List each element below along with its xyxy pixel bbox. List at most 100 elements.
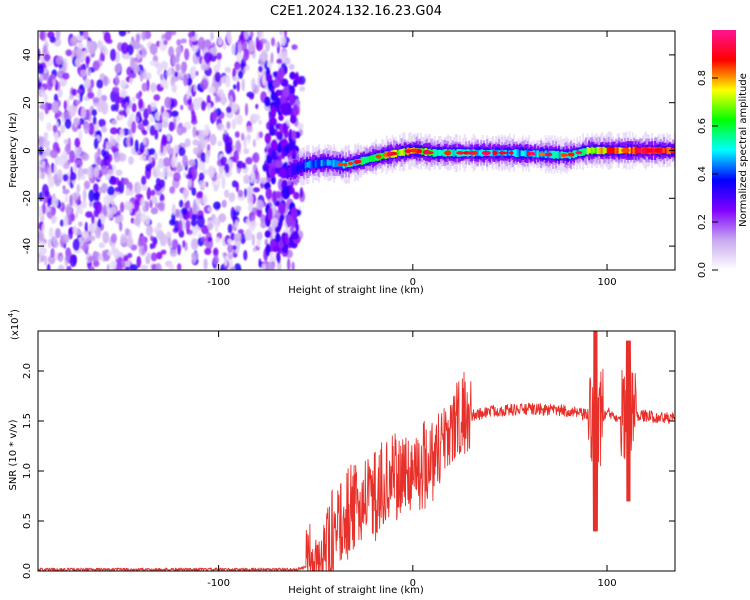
spectrogram-noise-cell	[192, 43, 199, 53]
spectrogram-noise-cell	[127, 31, 131, 34]
spectrogram-noise-cell	[128, 128, 132, 136]
spectrogram-noise-cell	[190, 36, 197, 42]
spectrogram-noise-cell	[171, 55, 177, 67]
spectrogram-noise-cell	[96, 79, 104, 89]
spectrogram-noise-cell	[193, 147, 200, 155]
spectrogram-noise-cell	[62, 174, 69, 182]
spectrogram-noise-cell	[240, 59, 245, 71]
spectrogram-ridge-hotspot	[375, 154, 382, 159]
spectrogram-ridge-hotspot	[343, 162, 348, 167]
spectrogram-noise-cell	[249, 220, 257, 228]
spectrogram-noise-cell	[244, 103, 249, 116]
spectrogram-noise-cell	[168, 263, 175, 270]
spectrogram-noise-cell	[258, 131, 263, 139]
snr-y-multiplier-prefix: (x10	[10, 317, 21, 340]
spectrogram-noise-cell	[145, 215, 150, 226]
spectrogram-noise-cell	[192, 139, 199, 146]
spectrogram-ridge-core	[366, 156, 370, 163]
spectrogram-noise-cell	[205, 55, 209, 65]
spectrogram-noise-cell	[65, 203, 72, 216]
spectrogram-ridge-core	[360, 157, 364, 165]
spectrogram-noise-cell	[226, 31, 232, 40]
spectrogram-noise-cell	[111, 119, 118, 126]
spectrogram-noise-cell	[279, 167, 288, 179]
spectrogram-noise-cell	[48, 227, 54, 239]
spectrogram-ridge-core	[300, 164, 304, 170]
spectrogram-noise-cell	[156, 222, 162, 230]
spectrogram-noise-cell	[177, 244, 181, 256]
spectrogram-noise-cell	[173, 146, 177, 156]
spectrogram-noise-cell	[169, 219, 176, 226]
spectrogram-noise-cell	[171, 110, 179, 118]
spectrogram-ridge-core	[436, 150, 440, 156]
spectrogram-noise-cell	[244, 188, 248, 198]
spectrogram-ridge-core	[316, 160, 320, 167]
spectrogram-noise-cell	[168, 121, 175, 132]
spectrogram-noise-cell	[39, 104, 47, 110]
spectrogram-noise-cell	[38, 109, 41, 120]
spectrogram-ridge-hotspot	[404, 149, 412, 154]
spectrogram-noise-cell	[95, 226, 102, 239]
spectrogram-noise-cell	[86, 108, 91, 121]
spectrogram-ridge-core	[506, 150, 510, 156]
spectrogram-noise-cell	[110, 90, 118, 103]
spectrogram-noise-cell	[279, 31, 284, 36]
spectrogram-noise-cell	[193, 83, 197, 92]
spectrogram-noise-cell	[255, 200, 264, 210]
spectrogram-noise-cell	[119, 201, 125, 213]
spectrogram-noise-cell	[146, 72, 152, 80]
spectrogram-noise-cell	[113, 151, 121, 163]
spectrogram-noise-cell	[119, 89, 128, 98]
spectrogram-ridge-core	[302, 163, 306, 170]
spectrogram-ridge-core	[294, 165, 298, 173]
spectrogram-ridge-core	[372, 154, 376, 162]
spectrogram-ridge-core	[634, 146, 638, 155]
spectrogram-noise-cell	[184, 201, 190, 209]
spectrogram-noise-cell	[146, 187, 151, 200]
spectrogram-noise-cell	[98, 242, 106, 249]
spectrogram-noise-cell	[141, 175, 147, 186]
spectrogram-noise-cell	[92, 60, 100, 71]
spectrogram-noise-cell	[75, 48, 82, 60]
spectrogram-noise-cell	[191, 187, 197, 196]
spectrogram-noise-cell	[179, 199, 184, 208]
spectrogram-noise-cell	[148, 148, 156, 156]
spectrogram-noise-cell	[123, 255, 129, 262]
spectrogram-noise-cell	[47, 238, 52, 249]
spectrogram-ridge-core	[582, 148, 586, 156]
spectrogram-noise-cell	[220, 156, 228, 167]
spectrogram-noise-cell	[247, 40, 256, 52]
spectrogram-noise-cell	[237, 189, 244, 198]
spectrogram-noise-cell	[63, 138, 69, 145]
spectrogram-noise-cell	[55, 31, 61, 40]
spectrogram-x-ticks: -100 0 100	[207, 31, 617, 288]
spectrogram-noise-cell	[149, 60, 158, 66]
spectrogram-noise-cell	[174, 220, 180, 232]
spectrogram-noise-cell	[233, 263, 242, 270]
colorbar-tick-label: 0.0	[697, 262, 708, 278]
snr-y-multiplier-close: )	[10, 309, 21, 313]
spectrogram-noise-cell	[269, 117, 278, 126]
spectrogram-noise-cell	[127, 117, 133, 129]
spectrogram-noise-cell	[59, 219, 64, 227]
spectrogram-ridge-core	[604, 147, 608, 154]
spectrogram-noise-cell	[149, 125, 156, 136]
spectrogram-ridge-hotspot	[444, 150, 452, 156]
spectrogram-noise-cell	[299, 86, 306, 92]
spectrogram-noise-cell	[178, 122, 183, 128]
spectrogram-noise-cell	[198, 179, 206, 189]
spectrogram-noise-cell	[288, 93, 295, 106]
spectrogram-noise-cell	[95, 201, 102, 214]
spectrogram-ridge-core	[574, 150, 578, 158]
spectrogram-noise-cell	[119, 79, 127, 88]
spectrogram-noise-cell	[259, 177, 268, 184]
spectrogram-noise-cell	[49, 149, 58, 159]
spectrogram-noise-cell	[218, 213, 227, 223]
spectrogram-noise-cell	[87, 36, 91, 43]
spectrogram-noise-cell	[156, 251, 163, 260]
spectrogram-noise-cell	[247, 193, 254, 205]
spectrogram-noise-cell	[205, 181, 209, 188]
spectrogram-noise-cell	[224, 74, 231, 88]
spectrogram-noise-cell	[100, 45, 107, 54]
spectrogram-y-tick-label: 20	[22, 96, 33, 109]
